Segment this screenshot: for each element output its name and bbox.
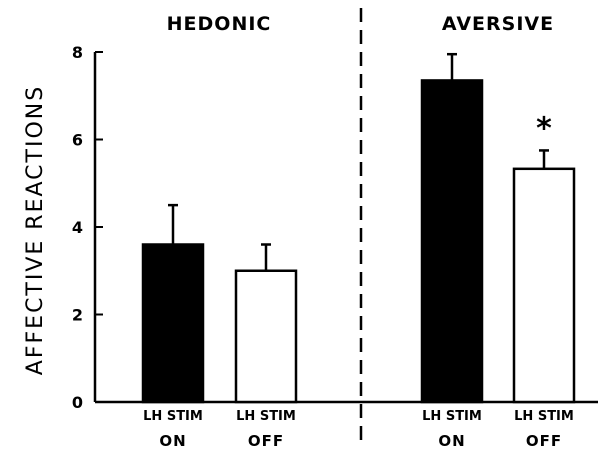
y-axis-label: AFFECTIVE REACTIONS xyxy=(23,85,48,375)
category-label: OFF xyxy=(526,432,562,450)
y-tick-label: 2 xyxy=(72,306,83,325)
category-label: OFF xyxy=(248,432,284,450)
significance-marker: * xyxy=(536,111,552,146)
bars xyxy=(141,52,576,404)
panel-title: AVERSIVE xyxy=(442,13,554,35)
panel-title: HEDONIC xyxy=(167,13,272,35)
y-tick-label: 6 xyxy=(72,131,83,150)
bar xyxy=(234,269,298,404)
y-tick-label: 0 xyxy=(72,393,83,412)
category-label: LH STIM xyxy=(236,409,296,424)
category-label: LH STIM xyxy=(514,409,574,424)
bar xyxy=(512,167,576,404)
category-label: ON xyxy=(438,432,465,450)
bar xyxy=(141,243,205,404)
category-label: LH STIM xyxy=(422,409,482,424)
category-label: LH STIM xyxy=(143,409,203,424)
y-tick-label: 4 xyxy=(72,218,83,237)
labels: 0 2 4 6 8 HEDONIC LH STIM ON LH STIM OFF AVERSIVE L… xyxy=(72,13,574,450)
bar xyxy=(420,79,484,404)
category-label: ON xyxy=(159,432,186,450)
y-tick-label: 8 xyxy=(72,43,83,62)
